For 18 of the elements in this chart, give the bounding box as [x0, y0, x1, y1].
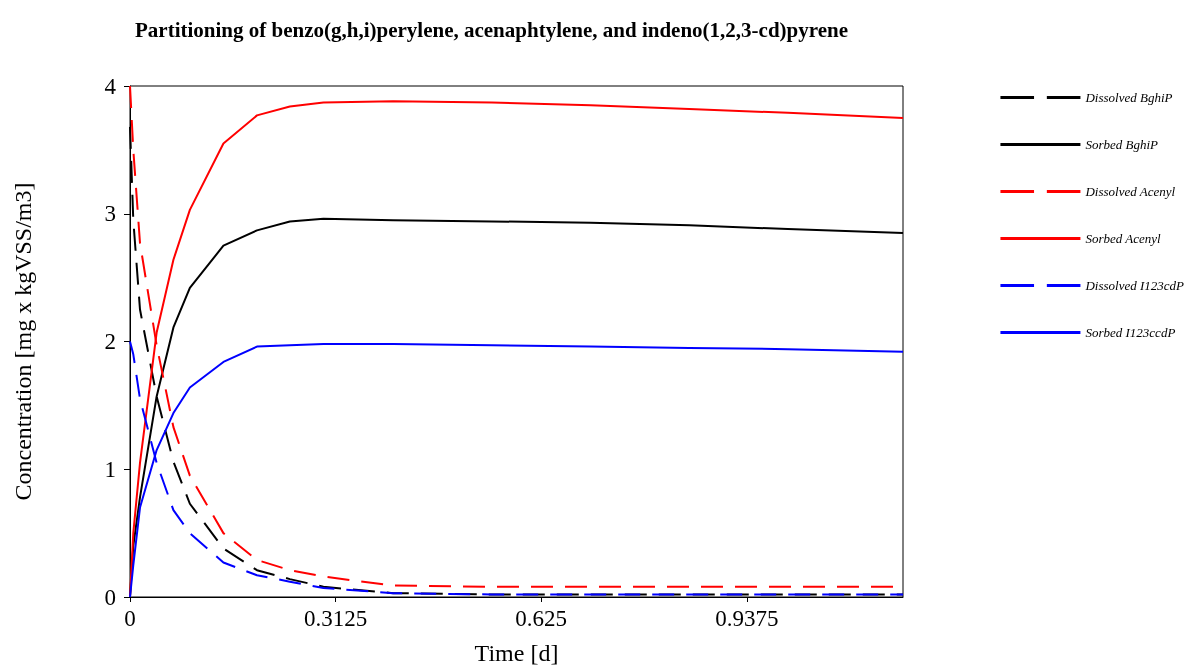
- y-tick-label: 4: [104, 73, 117, 99]
- legend-label: Sorbed BghiP: [1085, 137, 1159, 152]
- y-tick-label: 3: [104, 201, 116, 227]
- y-axis-title: Concentration [mg x kgVSS/m3]: [10, 182, 36, 501]
- y-tick-label: 1: [104, 456, 116, 482]
- y-tick-label: 0: [104, 584, 116, 610]
- y-tick-label: 2: [104, 329, 116, 354]
- legend-label: Dissolved BghiP: [1084, 90, 1173, 105]
- legend-label: Sorbed Acenyl: [1085, 231, 1162, 246]
- legend-label: Sorbed I123ccdP: [1085, 325, 1176, 340]
- x-tick-label: 0.3125: [303, 606, 368, 631]
- legend-label: Dissolved Acenyl: [1084, 184, 1176, 199]
- x-tick-label: 0: [124, 606, 136, 631]
- x-tick-label: 0.625: [515, 606, 568, 631]
- legend-label: Dissolved I123cdP: [1084, 278, 1185, 293]
- x-axis-title: Time [d]: [474, 640, 559, 666]
- x-tick-label: 0.9375: [715, 606, 779, 631]
- chart-title: Partitioning of benzo(g,h,i)perylene, acenaphtylene, and indeno(1,2,3-cd)pyrene: [135, 17, 849, 42]
